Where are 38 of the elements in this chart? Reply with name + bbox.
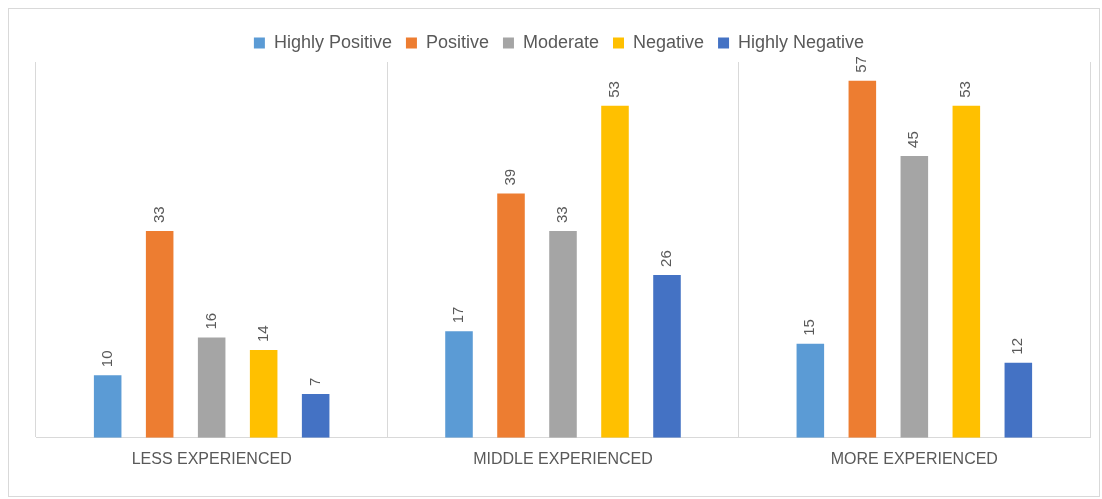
bar [549,231,577,438]
bar [952,105,981,438]
data-label: 53 [956,81,974,98]
x-tick-label: MORE EXPERIENCED [830,449,998,467]
data-label: 45 [904,131,922,148]
legend-label: Highly Negative [738,31,865,52]
x-tick-label: MIDDLE EXPERIENCED [473,449,653,467]
data-label: 33 [149,206,167,224]
bar [197,337,226,438]
bar [796,343,825,438]
bar [1004,362,1033,438]
bar [301,393,330,438]
legend-label: Positive [425,31,489,52]
legend-label: Highly Positive [273,31,392,52]
bar [497,193,525,438]
bar [900,155,929,438]
data-label: 16 [201,312,219,330]
data-label: 57 [852,56,870,73]
bar [601,105,629,438]
data-label: 7 [305,377,323,386]
data-label: 14 [253,325,271,343]
x-tick-label: LESS EXPERIENCED [131,449,292,467]
data-label: 15 [800,319,818,336]
data-label: 10 [97,350,115,368]
data-label: 26 [657,250,675,267]
data-label: 33 [553,206,571,224]
data-label: 12 [1008,337,1026,355]
legend-label: Moderate [522,31,600,52]
data-label: 17 [449,306,467,324]
legend-label: Negative [633,31,705,52]
bar [145,231,174,438]
bar [249,350,278,438]
bar [93,375,122,438]
bar [445,331,473,438]
bar [653,274,681,438]
data-label: 39 [501,168,519,186]
data-label: 53 [605,81,623,98]
bar [848,80,877,438]
